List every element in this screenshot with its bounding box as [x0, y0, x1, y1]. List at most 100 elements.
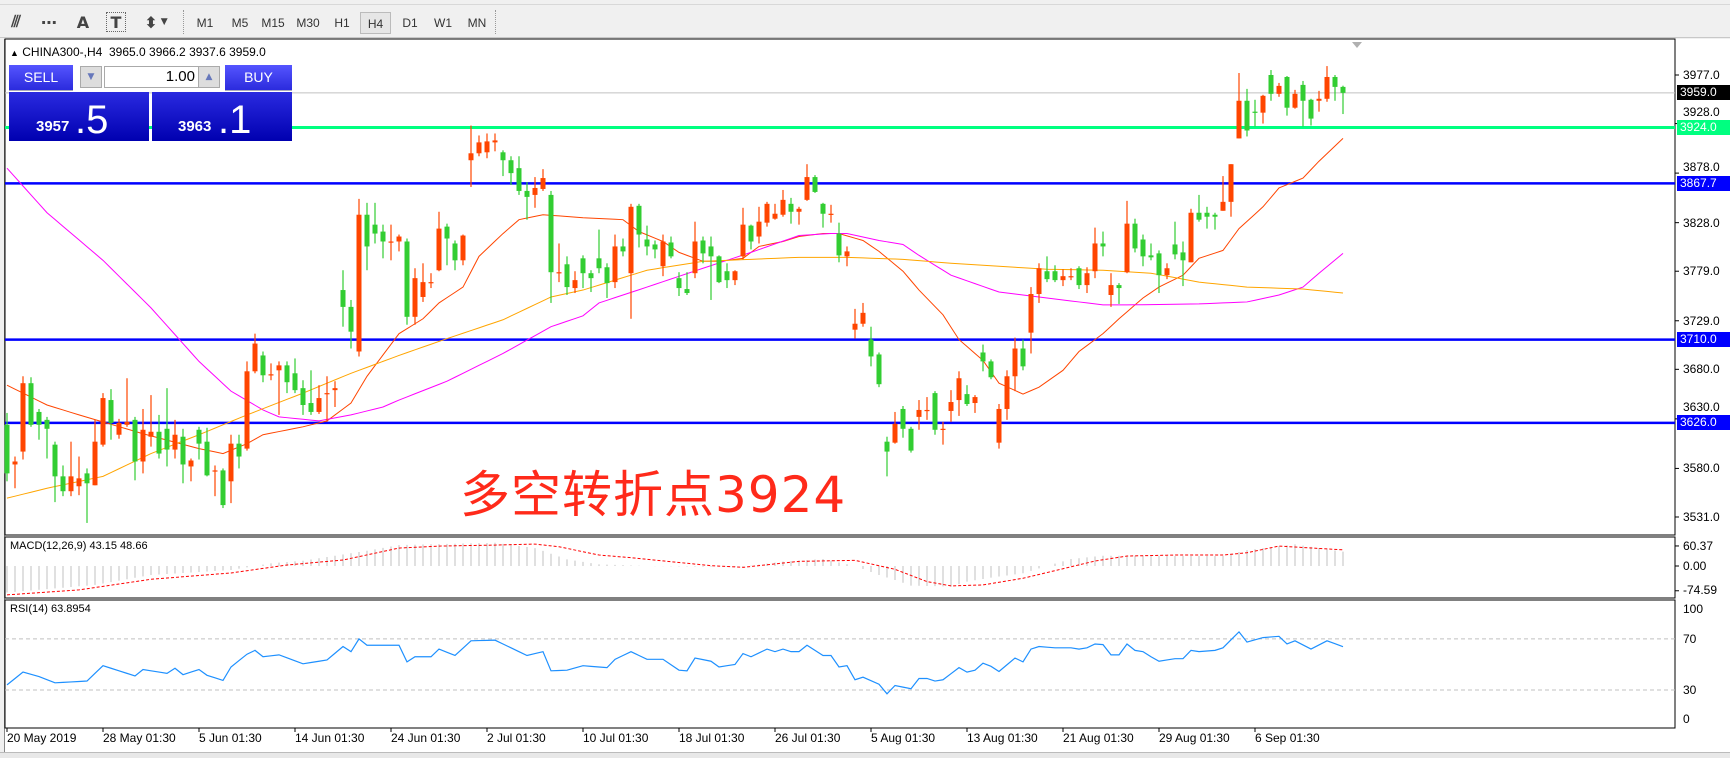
candle-body — [580, 258, 586, 274]
candle-body — [1260, 95, 1266, 113]
chart-shift-marker-icon — [1352, 42, 1362, 48]
buy-price-button[interactable]: 3963 .1 — [152, 92, 292, 142]
candle-body — [660, 241, 666, 267]
price-tick-label: 3729.0 — [1683, 313, 1720, 328]
text-label-icon[interactable]: T — [106, 12, 126, 32]
time-tick-label: 5 Aug 01:30 — [871, 731, 936, 745]
candle-body — [380, 231, 386, 242]
price-tick-label: 3580.0 — [1683, 461, 1720, 476]
candle-body — [612, 246, 618, 283]
candle-body — [292, 373, 298, 391]
candle-body — [76, 478, 82, 487]
candle-body — [1020, 348, 1026, 367]
price-tick-label: 3630.0 — [1683, 399, 1720, 414]
candle-body — [1332, 76, 1338, 87]
candle-body — [1284, 76, 1290, 108]
candle-body — [324, 393, 330, 395]
candle-body — [484, 141, 490, 153]
level-price-label: 3626.0 — [1677, 415, 1730, 431]
timeframe-d1[interactable]: D1 — [402, 16, 418, 30]
candle-body — [652, 244, 658, 250]
time-tick-label: 14 Jun 01:30 — [295, 731, 365, 745]
sell-button[interactable]: SELL — [9, 65, 73, 91]
timeframe-w1[interactable]: W1 — [434, 16, 452, 30]
candle-body — [84, 473, 90, 484]
candle-body — [980, 352, 986, 362]
candle-body — [644, 239, 650, 247]
candle-body — [196, 429, 202, 444]
candle-body — [180, 436, 186, 465]
candle-body — [708, 246, 714, 257]
candle-body — [1228, 164, 1234, 202]
candle-body — [732, 271, 738, 281]
candle-body — [1068, 276, 1074, 278]
candle-body — [868, 339, 874, 357]
rsi-panel — [4, 599, 1676, 729]
timeframe-mn[interactable]: MN — [467, 16, 487, 30]
timeframe-m5[interactable]: M5 — [231, 16, 249, 30]
candle-body — [916, 409, 922, 417]
candle-body — [988, 361, 994, 378]
candle-body — [1044, 271, 1050, 280]
lot-size-input[interactable]: 1.00 — [104, 66, 200, 88]
candle-body — [1052, 271, 1058, 281]
timeframe-m1[interactable]: M1 — [196, 16, 214, 30]
candle-body — [108, 400, 114, 423]
macd-tick-label: -74.59 — [1683, 583, 1718, 597]
candle-body — [1244, 100, 1250, 131]
candle-body — [764, 203, 770, 223]
candle-body — [604, 267, 610, 284]
time-tick-label: 2 Jul 01:30 — [487, 731, 546, 745]
price-tick-label: 3779.0 — [1683, 264, 1720, 279]
buy-button[interactable]: BUY — [225, 65, 292, 91]
macd-panel — [4, 536, 1676, 599]
candle-body — [300, 388, 306, 406]
candle-body — [548, 194, 554, 273]
candle-body — [44, 419, 50, 429]
moving-average-line — [6, 167, 1344, 422]
candle-body — [788, 203, 794, 212]
timeframe-m15[interactable]: M15 — [261, 16, 285, 30]
time-tick-label: 24 Jun 01:30 — [391, 731, 461, 745]
candle-body — [1212, 214, 1218, 217]
candle-body — [556, 272, 562, 274]
chevron-down-icon: ▼ — [160, 17, 168, 27]
sell-price-main: 3957 — [36, 118, 70, 135]
candle-body — [692, 241, 698, 274]
elliott-wave-icon[interactable]: ⫻ — [11, 12, 21, 31]
sell-price-button[interactable]: 3957 .5 — [9, 92, 149, 142]
candle-body — [436, 228, 442, 271]
lot-increase-button[interactable]: ▲ — [198, 66, 220, 88]
rsi-tick-label: 70 — [1683, 631, 1697, 646]
candle-body — [140, 429, 146, 462]
candle-body — [1172, 244, 1178, 255]
rsi-tick-label: 0 — [1683, 712, 1690, 726]
fibonacci-fan-icon[interactable]: ⋯ — [41, 12, 57, 32]
timeframe-h1[interactable]: H1 — [334, 16, 350, 30]
candle-body — [756, 221, 762, 237]
candle-body — [1316, 98, 1322, 101]
candle-body — [772, 213, 778, 219]
timeframe-m30[interactable]: M30 — [296, 16, 320, 30]
candle-body — [892, 423, 898, 443]
rsi-tick-label: 30 — [1683, 682, 1697, 697]
price-tick-label: 3977.0 — [1683, 68, 1720, 82]
candle-body — [220, 470, 226, 506]
candle-body — [236, 443, 242, 457]
text-icon[interactable]: A — [76, 12, 90, 32]
candle-body — [724, 271, 730, 281]
macd-signal-line — [6, 543, 1344, 596]
candle-body — [596, 258, 602, 269]
candle-body — [1292, 93, 1298, 108]
candle-body — [1220, 201, 1226, 211]
price-tick-label: 3928.0 — [1683, 104, 1720, 119]
arrows-dropdown-icon[interactable]: ⬍ ▼ — [138, 10, 174, 34]
candle-body — [836, 233, 842, 256]
candle-body — [252, 343, 258, 372]
candle-body — [1204, 212, 1210, 217]
timeframe-h4[interactable]: H4 — [360, 12, 391, 34]
candle-body — [964, 394, 970, 405]
candle-body — [996, 408, 1002, 443]
candle-body — [524, 190, 530, 197]
lot-decrease-button[interactable]: ▼ — [80, 66, 102, 88]
